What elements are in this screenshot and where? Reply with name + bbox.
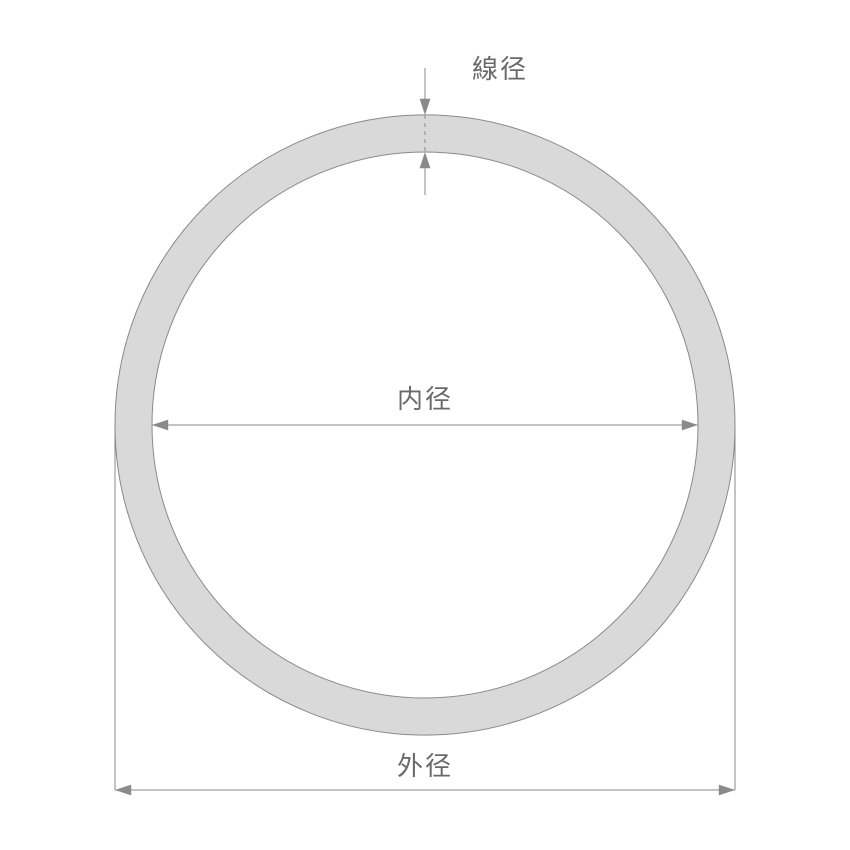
ring-dimension-diagram: 線径内径外径 — [0, 0, 850, 850]
wire-diameter-label: 線径 — [472, 54, 528, 84]
inner-diameter-label: 内径 — [397, 384, 453, 414]
outer-diameter-label: 外径 — [397, 751, 453, 781]
